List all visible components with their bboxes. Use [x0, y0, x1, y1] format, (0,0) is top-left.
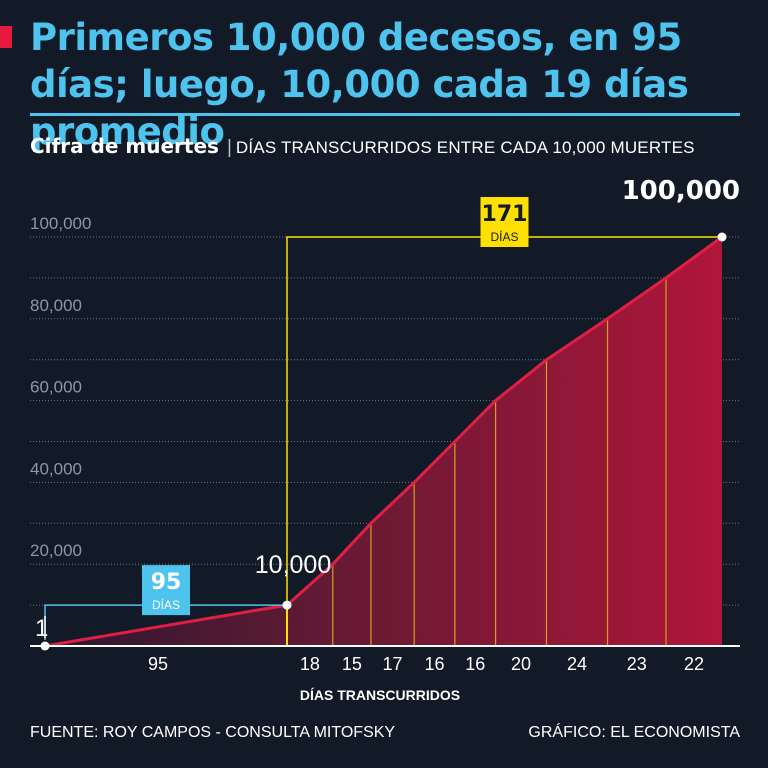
- x-interval-label: 18: [300, 654, 320, 674]
- callout-value: 95: [151, 570, 182, 595]
- x-interval-label: 16: [465, 654, 485, 674]
- subtitle-separator: |: [226, 137, 232, 158]
- bracket-second-period: [286, 236, 722, 606]
- series-line: [44, 235, 723, 648]
- x-axis-title: DÍAS TRANSCURRIDOS: [300, 687, 460, 703]
- mid-point-label: 10,000: [255, 551, 331, 579]
- area-fill: [45, 237, 722, 646]
- callout-value: 171: [482, 202, 528, 227]
- y-tick-label: 80,000: [30, 296, 82, 315]
- chart-title: Primeros 10,000 decesos, en 95 días; lue…: [30, 16, 689, 153]
- data-point: [40, 641, 50, 651]
- end-point-label: 100,000: [622, 176, 740, 206]
- chart-subtitle: Cifra de muertes | DÍAS TRANSCURRIDOS ENTR…: [30, 133, 750, 161]
- x-interval-label: 23: [627, 654, 647, 674]
- x-interval-label: 15: [342, 654, 362, 674]
- y-tick-label: 20,000: [30, 541, 82, 560]
- callout-box-95: [142, 565, 190, 616]
- y-tick-label: 60,000: [30, 378, 82, 397]
- y-tick-label: 40,000: [30, 459, 82, 478]
- subtitle-description: DÍAS TRANSCURRIDOS ENTRE CADA 10,000 MUE…: [235, 138, 695, 157]
- title-accent-mark: [0, 26, 12, 48]
- credit-note: GRÁFICO: EL ECONOMISTA: [528, 724, 740, 741]
- x-interval-label: 16: [425, 654, 445, 674]
- start-point-label: 1: [35, 615, 48, 642]
- subtitle-label: Cifra de muertes: [30, 134, 219, 158]
- data-point: [717, 232, 727, 242]
- y-tick-label: 100,000: [30, 214, 91, 233]
- x-interval-label: 17: [383, 654, 403, 674]
- title-divider: [30, 113, 740, 116]
- x-interval-label: 22: [684, 654, 704, 674]
- x-interval-label: 95: [148, 654, 168, 674]
- callout-box-171: [480, 197, 529, 247]
- x-interval-label: 20: [511, 654, 531, 674]
- data-point: [282, 600, 292, 610]
- callout-unit: DÍAS: [490, 229, 518, 244]
- source-note: FUENTE: ROY CAMPOS - CONSULTA MITOFSKY: [30, 724, 396, 741]
- callout-unit: DÍAS: [152, 597, 180, 612]
- x-interval-label: 24: [567, 654, 587, 674]
